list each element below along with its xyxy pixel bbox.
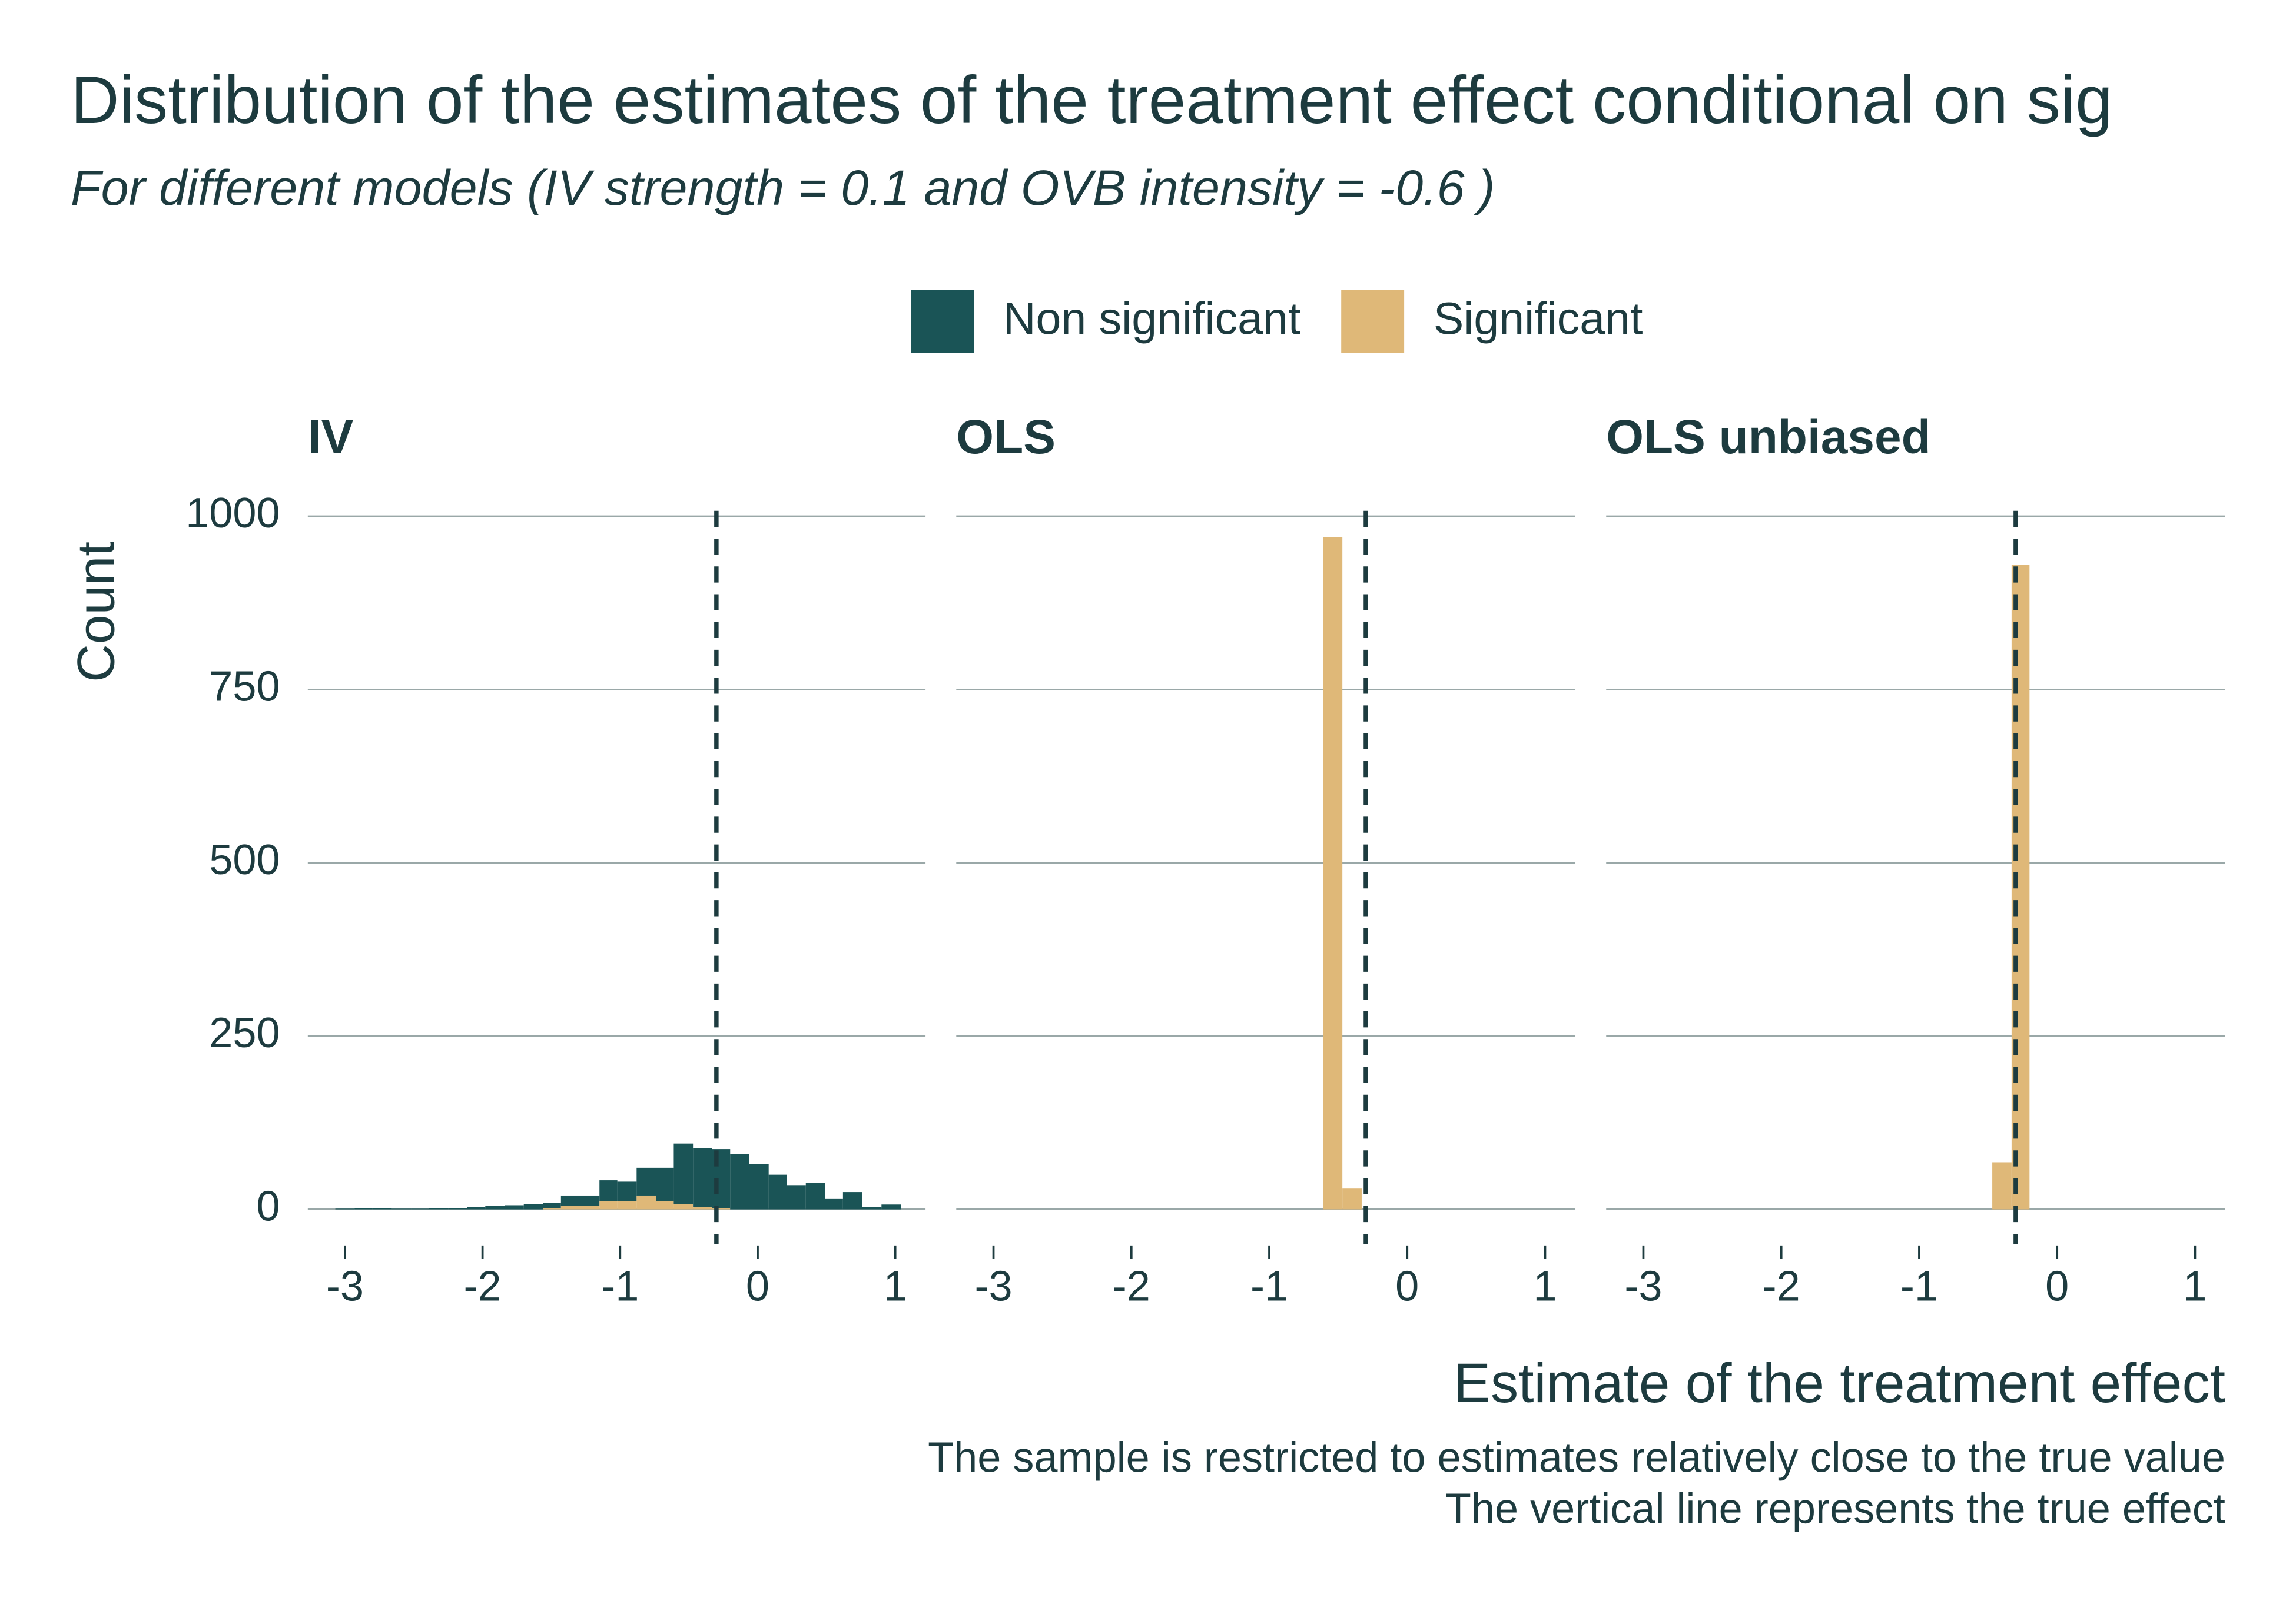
x-tick-label: -2 (464, 1263, 502, 1310)
histogram-bar (805, 1183, 825, 1210)
legend-swatch (1341, 290, 1405, 353)
histogram-bar (881, 1204, 901, 1210)
x-tick-label: -3 (1624, 1263, 1662, 1310)
histogram-bar (768, 1174, 787, 1210)
histogram-bar (636, 1167, 656, 1196)
histogram-bar (560, 1206, 580, 1210)
histogram-bar (543, 1208, 561, 1210)
histogram-bar (673, 1204, 694, 1210)
histogram-bar (673, 1143, 694, 1204)
y-tick-label: 750 (209, 663, 280, 710)
histogram-bar (580, 1206, 600, 1210)
x-tick-label: 1 (1533, 1263, 1557, 1310)
histogram-bar (712, 1208, 731, 1210)
histogram-bar (693, 1207, 712, 1210)
y-axis-label: Count (66, 542, 125, 682)
facet-title: OLS unbiased (1606, 410, 1931, 464)
histogram-bar (656, 1167, 674, 1201)
histogram-bar (617, 1201, 637, 1210)
facet-title: IV (308, 410, 354, 464)
histogram-bar (862, 1207, 882, 1210)
histogram-bar (636, 1195, 656, 1210)
caption: The vertical line represents the true ef… (1445, 1485, 2225, 1532)
histogram-bar (1342, 1188, 1362, 1210)
histogram-bar (825, 1198, 843, 1210)
histogram-bar (448, 1208, 467, 1210)
chart-title: Distribution of the estimates of the tre… (71, 62, 2113, 138)
x-tick-label: -1 (1250, 1263, 1288, 1310)
histogram-bar (1992, 1162, 2012, 1210)
histogram-bar (354, 1208, 373, 1210)
histogram-bar (543, 1203, 561, 1208)
histogram-bar (505, 1205, 524, 1210)
histogram-bar (1323, 537, 1343, 1210)
histogram-bar (749, 1164, 769, 1210)
histogram-bar (523, 1204, 543, 1210)
histogram-bar (787, 1185, 806, 1210)
x-tick-label: -3 (326, 1263, 364, 1310)
x-tick-label: -3 (974, 1263, 1012, 1310)
histogram-bar (599, 1180, 618, 1201)
x-tick-label: -1 (601, 1263, 639, 1310)
histogram-bar (485, 1206, 505, 1210)
legend-label: Non significant (1003, 293, 1300, 344)
x-tick-label: 0 (1395, 1263, 1419, 1310)
y-tick-label: 250 (209, 1010, 280, 1057)
x-tick-label: 1 (2183, 1263, 2207, 1310)
x-tick-label: 1 (884, 1263, 907, 1310)
caption: The sample is restricted to estimates re… (928, 1434, 2225, 1481)
histogram-bar (693, 1148, 712, 1207)
histogram-bar (656, 1201, 674, 1210)
x-tick-label: -2 (1113, 1263, 1150, 1310)
y-tick-label: 1000 (185, 490, 280, 537)
histogram-bar (372, 1208, 392, 1210)
x-axis-label: Estimate of the treatment effect (1454, 1352, 2225, 1415)
histogram-bar (411, 1208, 429, 1210)
histogram-bar (599, 1201, 618, 1210)
y-tick-label: 0 (256, 1183, 280, 1230)
legend-label: Significant (1434, 293, 1643, 344)
histogram-bar (842, 1192, 862, 1210)
chart-subtitle: For different models (IV strength = 0.1 … (71, 160, 1495, 215)
x-tick-label: -1 (1900, 1263, 1938, 1310)
x-tick-label: 0 (2045, 1263, 2069, 1310)
facet-title: OLS (956, 410, 1056, 464)
histogram-bar (580, 1195, 600, 1206)
histogram-bar (730, 1154, 749, 1210)
x-tick-label: 0 (746, 1263, 769, 1310)
y-tick-label: 500 (209, 836, 280, 884)
histogram-bar (429, 1208, 449, 1210)
histogram-bar (467, 1207, 486, 1210)
histogram-bar (335, 1208, 355, 1210)
histogram-bar (391, 1208, 412, 1210)
x-tick-label: -2 (1763, 1263, 1800, 1310)
legend-swatch (911, 290, 974, 353)
histogram-bar (617, 1181, 637, 1201)
histogram-bar (560, 1195, 580, 1206)
